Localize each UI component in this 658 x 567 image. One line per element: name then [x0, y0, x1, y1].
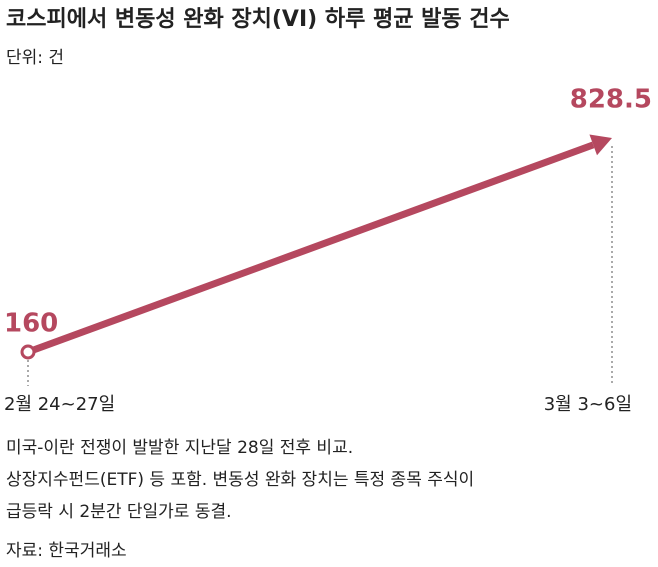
source: 자료: 한국거래소 [6, 541, 127, 561]
value-label: 160 [4, 309, 58, 339]
value-label: 828.5 [570, 85, 652, 115]
note: 상장지수펀드(ETF) 등 포함. 변동성 완화 장치는 특정 종목 주식이 [6, 470, 474, 490]
note: 미국-이란 전쟁이 발발한 지난달 28일 전후 비교. [6, 438, 353, 458]
chart-title: 코스피에서 변동성 완화 장치(VI) 하루 평균 발동 건수 [6, 7, 510, 32]
x-tick-label: 3월 3~6일 [544, 394, 632, 415]
note: 급등락 시 2분간 단일가로 동결. [6, 502, 232, 522]
x-tick-label: 2월 24~27일 [4, 394, 115, 415]
line [26, 141, 595, 356]
arrow-head [589, 134, 612, 156]
marker [20, 344, 36, 360]
unit-label: 단위: 건 [6, 48, 64, 68]
